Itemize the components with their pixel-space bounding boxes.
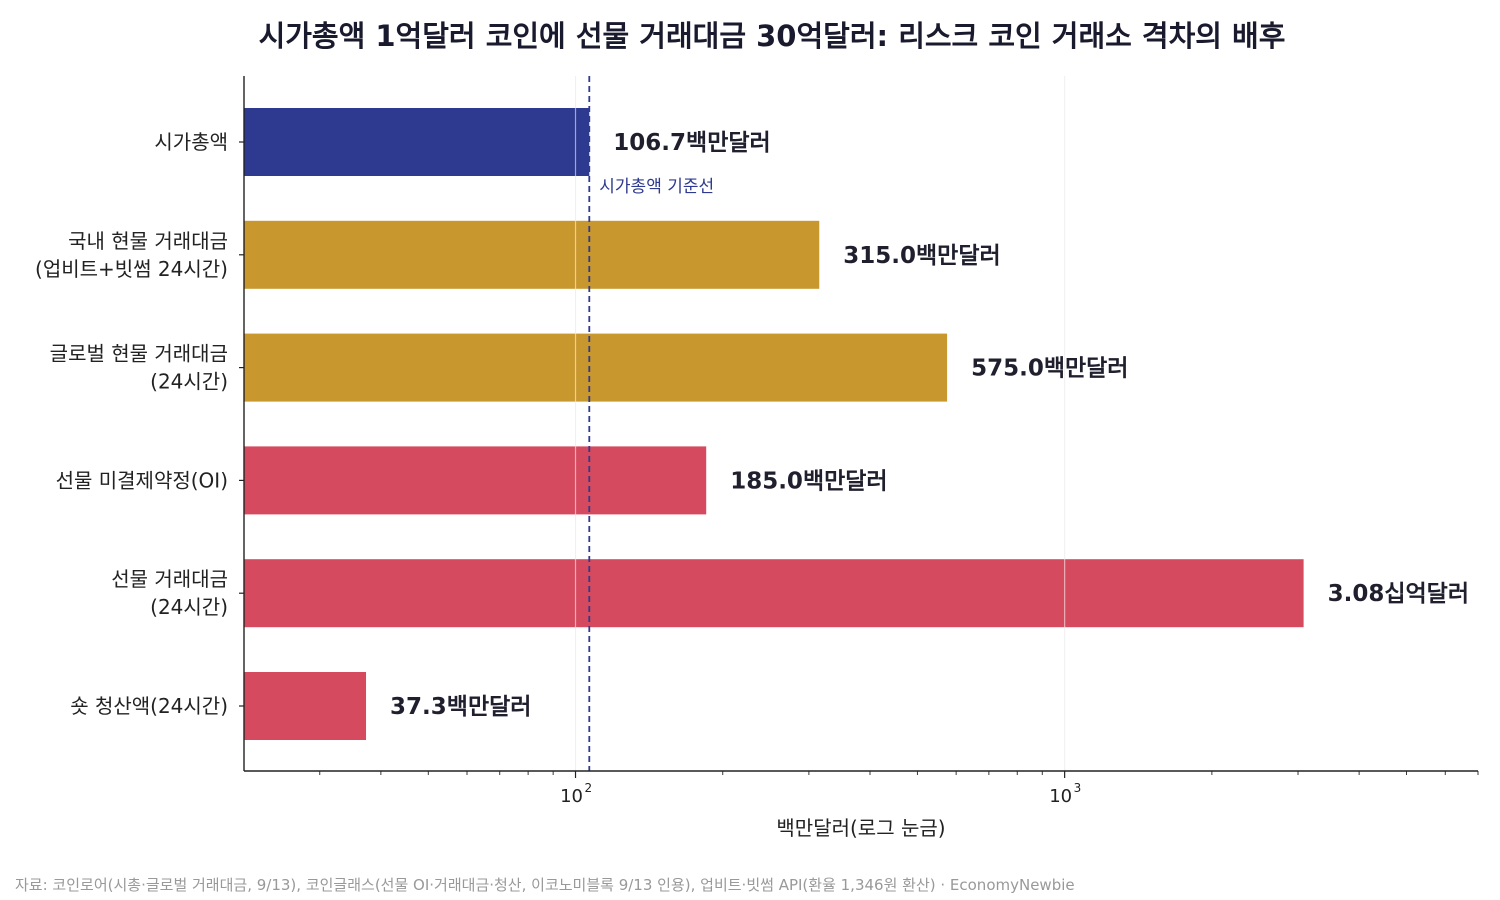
bar [244,672,367,740]
reference: 시가총액 기준선 [574,76,1066,771]
data-label: 37.3백만달러 [390,694,531,720]
x-tick-label: 10 [560,786,583,807]
category-label: (24시간) [150,370,228,394]
data-label: 575.0백만달러 [971,356,1128,382]
x-axis-title: 백만달러(로그 눈금) [776,816,945,840]
category-label: 선물 미결제약정(OI) [56,468,228,492]
data-label: 3.08십억달러 [1328,581,1469,607]
bar [244,333,948,402]
bar [244,559,1304,628]
labels: 106.7백만달러 시가총액 315.0백만달러 국내 현물 거래대금 (업비트+빗썸 … [35,130,1469,720]
data-label: 185.0백만달러 [730,468,887,494]
bars [244,108,1304,740]
category-label: 글로벌 현물 거래대금 [50,342,228,366]
category-label: 숏 청산액(24시간) [70,694,228,718]
category-label: 시가총액 [154,130,228,154]
x-tick-label: 10 [1049,786,1072,807]
category-label: (업비트+빗썸 24시간) [35,257,228,281]
data-label: 106.7백만달러 [613,130,770,156]
source-note: 자료: 코인로어(시총·글로벌 거래대금, 9/13), 코인글래스(선물 OI… [15,876,1075,894]
category-label: 선물 거래대금 [111,567,228,591]
x-tick-exponent: 3 [1074,781,1082,795]
bar [244,108,590,176]
category-label: (24시간) [150,595,228,619]
axes: 10 2 10 3 [239,76,1479,807]
bar [244,220,820,289]
chart-title: 시가총액 1억달러 코인에 선물 거래대금 30억달러: 리스크 코인 거래소 … [259,19,1286,53]
reference-label: 시가총액 기준선 [599,177,714,197]
bar [244,446,707,515]
x-tick-exponent: 2 [585,781,593,795]
category-label: 국내 현물 거래대금 [68,229,228,253]
data-label: 315.0백만달러 [843,243,1000,269]
